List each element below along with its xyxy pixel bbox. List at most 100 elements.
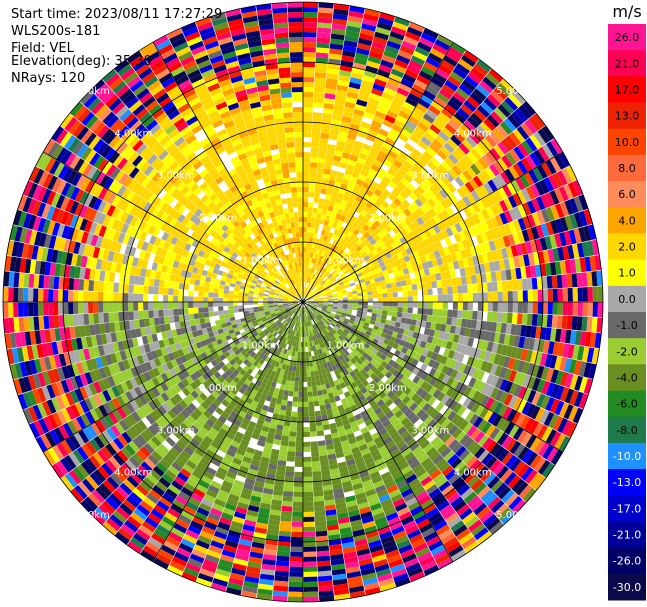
range-gate [423,564,440,576]
range-gate [421,282,428,290]
range-gate [520,325,527,337]
range-gate [385,457,396,467]
range-gate [249,357,256,365]
range-gate [269,514,281,521]
range-gate [248,420,257,429]
range-gate [387,462,398,472]
range-gate [321,118,332,125]
range-gate [331,335,337,341]
range-gate [574,258,582,273]
range-gate [315,218,321,224]
range-gate [480,395,491,407]
range-gate [149,325,157,335]
range-gate [467,366,476,377]
range-gate [462,511,477,525]
range-gate [306,371,311,377]
range-gate [382,502,395,512]
range-gate [331,328,337,334]
range-gate [318,445,327,452]
range-gate [426,446,437,458]
range-gate [512,358,521,372]
range-gate [502,235,511,248]
range-gate [226,355,234,362]
range-gate [401,312,408,319]
range-gate [222,480,234,489]
range-gate [255,522,268,530]
range-gate [412,367,420,376]
range-gate [454,111,467,124]
range-gate [290,536,303,542]
range-gate [317,297,323,300]
range-gate [259,312,265,316]
range-gate [412,50,428,62]
range-gate [321,274,327,280]
range-gate [424,229,433,239]
range-gate [329,463,339,470]
range-gate [273,580,289,587]
range-gate [498,333,506,345]
range-gate [303,152,311,158]
range-gate [290,546,303,552]
range-gate [377,309,383,315]
range-gate [437,309,443,317]
range-gate [545,327,552,341]
range-gate [418,269,426,277]
range-gate [314,310,320,315]
range-gate [421,65,436,77]
range-gate [391,123,403,133]
range-gate [462,284,468,294]
range-gate [34,358,43,374]
range-gate [152,465,165,477]
range-gate [321,178,329,185]
range-gate [310,446,319,452]
range-gate [344,327,351,332]
range-gate [380,146,391,155]
range-gate [303,72,315,78]
range-gate [316,430,325,437]
range-gate [375,484,387,494]
range-gate [355,251,362,258]
range-gate [343,173,352,181]
range-gate [306,288,310,293]
range-gate [421,334,429,342]
range-gate [503,334,511,346]
range-gate [427,288,433,296]
range-gate [323,494,335,501]
range-gate [183,482,196,493]
range-gate [136,354,145,365]
range-gate [405,279,412,286]
range-gate [401,199,411,209]
range-gate [343,279,349,284]
range-gate [442,302,448,310]
range-gate [290,376,296,382]
range-gate [112,453,125,466]
range-gate [372,212,380,221]
range-gate [245,397,254,405]
range-gate [303,471,313,477]
range-gate [251,329,257,335]
range-gate [466,356,475,367]
range-gate [377,293,383,298]
range-gate [400,367,408,376]
range-gate [248,393,256,401]
range-gate [470,428,481,441]
range-gate [318,278,324,284]
range-gate [128,440,140,453]
range-gate [363,70,377,79]
range-gate [372,115,384,124]
range-gate [308,262,312,268]
range-gate [403,520,417,531]
range-gate [268,375,275,382]
range-gate [323,98,335,105]
range-gate [352,348,359,355]
range-gate [369,351,376,359]
range-gate [441,279,448,288]
range-gate [161,544,176,556]
range-gate [317,294,323,298]
range-gate [296,305,301,311]
range-gate [349,317,356,322]
range-gate [377,271,384,278]
range-gate [454,416,465,428]
range-gate [308,289,312,294]
range-gate [441,316,448,325]
